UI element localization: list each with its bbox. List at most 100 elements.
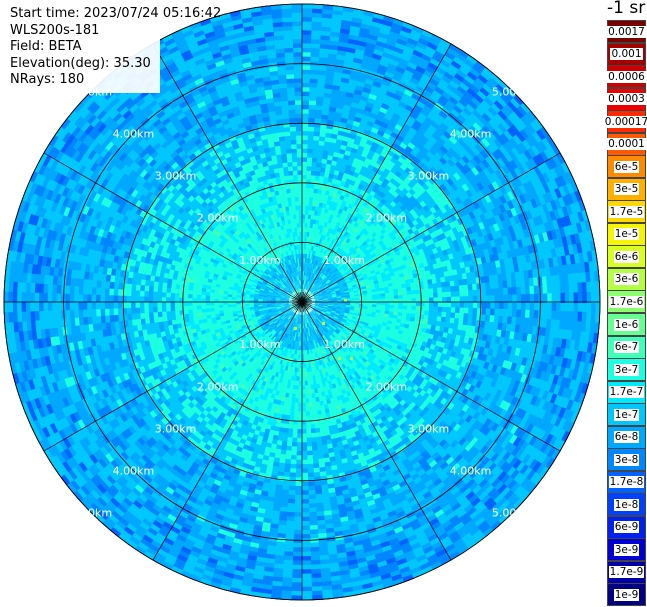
range-gate-cell (314, 305, 320, 308)
range-gate-cell (510, 324, 516, 333)
range-gate-cell (301, 529, 311, 535)
range-gate-cell (358, 341, 364, 347)
range-gate-cell (293, 521, 302, 526)
range-gate-cell (449, 362, 457, 371)
range-gate-cell (475, 380, 483, 390)
range-gate-cell (556, 338, 563, 349)
range-gate-cell (336, 320, 341, 325)
range-gate-cell (458, 318, 464, 326)
range-gate-cell (453, 340, 460, 348)
range-gate-cell (589, 322, 596, 334)
range-gate-cell (514, 449, 524, 461)
range-gate-cell (459, 307, 465, 314)
range-gate-cell (481, 308, 487, 316)
range-gate-cell (338, 331, 344, 337)
range-gate-cell (307, 472, 315, 478)
range-gate-cell (505, 422, 515, 433)
range-gate-cell (309, 542, 320, 548)
range-gate-cell (295, 477, 302, 482)
range-gate-cell (342, 326, 348, 331)
range-gate-cell (477, 374, 486, 384)
range-gate-cell (488, 321, 495, 330)
range-gate-cell (524, 317, 530, 327)
range-gate-cell (317, 309, 322, 313)
range-gate-cell (291, 573, 302, 579)
range-gate-cell (310, 437, 317, 443)
range-gate-cell (310, 564, 321, 570)
range-gate-cell (485, 314, 491, 323)
range-gate-cell (367, 304, 373, 308)
range-gate-cell (525, 423, 535, 435)
range-gate-cell (311, 445, 318, 451)
range-gate-cell (511, 309, 517, 318)
range-gate-cell (297, 402, 302, 408)
range-gate-cell (483, 418, 492, 428)
range-gate-cell (410, 309, 416, 315)
range-gate-cell (479, 445, 489, 455)
range-gate-cell (497, 322, 503, 331)
range-gate-cell (333, 316, 339, 320)
range-gate-cell (354, 303, 360, 307)
range-gate-cell (573, 402, 583, 415)
range-gate-cell (308, 520, 318, 526)
range-gate-cell (473, 372, 482, 382)
range-gate-cell (534, 334, 541, 345)
range-gate-cell (304, 393, 309, 399)
range-gate-cell (323, 304, 329, 306)
range-gate-cell (320, 313, 325, 317)
range-gate-cell (351, 336, 357, 341)
range-gate-cell (336, 309, 341, 312)
range-gate-cell (512, 302, 517, 311)
range-gate-cell (465, 369, 473, 378)
range-gate-cell (301, 542, 311, 548)
range-gate-cell (386, 344, 393, 350)
range-gate-cell (336, 305, 342, 308)
range-gate-cell (484, 369, 492, 379)
range-gate-cell (363, 322, 369, 327)
range-gate-cell (309, 306, 314, 310)
range-gate-cell (559, 311, 566, 322)
range-gate-cell (414, 317, 420, 324)
range-gate-cell (506, 361, 513, 371)
range-gate-cell (553, 405, 563, 418)
range-gate-cell (508, 378, 517, 389)
range-gate-cell (521, 421, 531, 433)
range-gate-cell (531, 461, 542, 474)
range-gate-cell (420, 327, 427, 334)
range-gate-cell (551, 374, 560, 386)
range-gate-cell (517, 451, 528, 463)
range-gate-cell (301, 521, 310, 526)
range-gate-cell (484, 321, 490, 329)
range-gate-cell (481, 375, 490, 385)
range-gate-cell (512, 436, 522, 448)
range-gate-cell (479, 407, 489, 417)
range-gate-cell (295, 464, 302, 469)
range-gate-cell (476, 339, 483, 348)
range-gate-cell (335, 321, 341, 326)
range-gate-cell (502, 316, 508, 325)
range-gate-cell (337, 326, 343, 331)
range-gate-cell (303, 345, 306, 351)
range-gate-cell (336, 319, 342, 323)
range-gate-cell (334, 315, 339, 319)
range-gate-cell (356, 315, 362, 320)
range-gate-cell (300, 569, 312, 574)
range-gate-cell (452, 323, 459, 331)
range-gate-cell (368, 341, 375, 347)
range-gate-cell (428, 306, 434, 312)
range-gate-cell (291, 441, 298, 447)
range-gate-cell (578, 361, 586, 374)
range-gate-cell (388, 311, 394, 316)
range-gate-cell (294, 485, 302, 491)
range-gate-cell (509, 387, 518, 398)
range-gate-cell (537, 408, 547, 421)
range-gate-cell (461, 412, 470, 422)
range-gate-cell (409, 321, 415, 327)
range-gate-cell (455, 302, 461, 309)
range-gate-cell (303, 363, 307, 368)
range-gate-cell (402, 302, 408, 307)
range-gate-cell (446, 307, 452, 313)
range-gate-cell (322, 308, 328, 311)
range-gate-cell (450, 333, 457, 341)
